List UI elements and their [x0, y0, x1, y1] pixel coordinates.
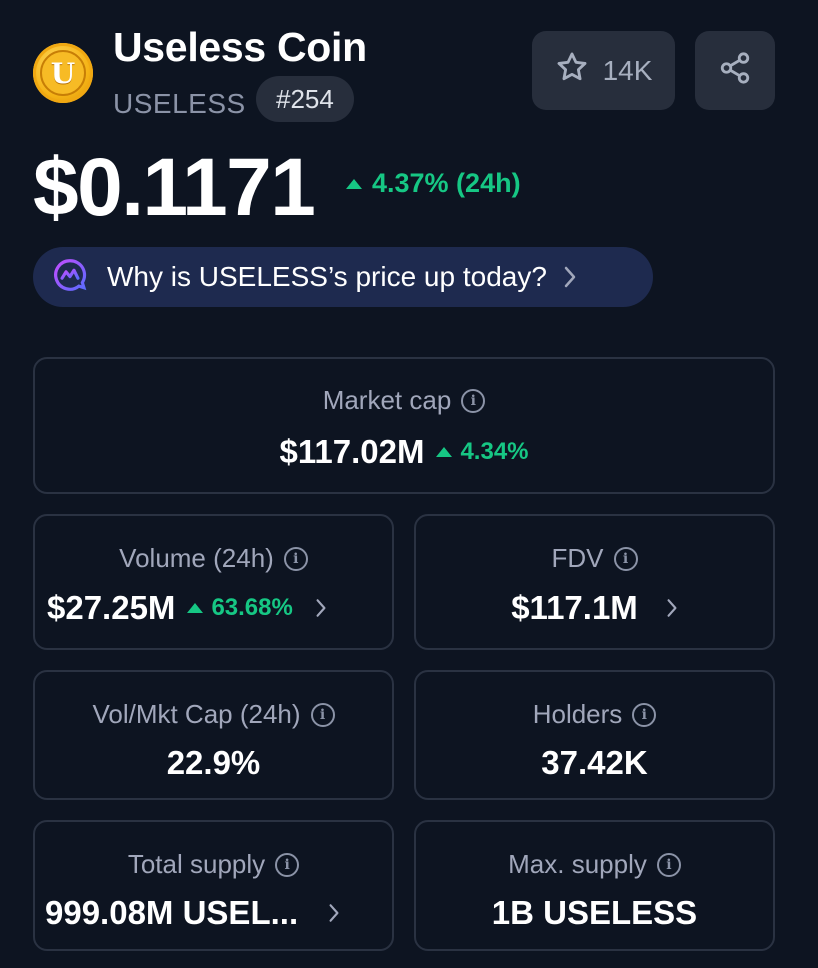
- share-icon: [718, 51, 752, 90]
- max-supply-card: Max. supply i 1B USELESS: [414, 820, 775, 951]
- volume-card[interactable]: Volume (24h) i $27.25M 63.68%: [33, 514, 394, 650]
- rank-badge: #254: [256, 76, 354, 122]
- vol-mkt-cap-label-row: Vol/Mkt Cap (24h) i: [35, 699, 392, 730]
- vol-mkt-cap-value: 22.9%: [166, 744, 261, 781]
- market-cap-label-row: Market cap i: [35, 385, 773, 416]
- vol-mkt-cap-label: Vol/Mkt Cap (24h): [92, 699, 301, 729]
- market-cap-value-row: $117.02M 4.34%: [35, 433, 773, 471]
- volume-label-row: Volume (24h) i: [35, 543, 392, 574]
- ai-insight-icon: [51, 256, 89, 299]
- max-supply-label-row: Max. supply i: [416, 849, 773, 880]
- chevron-right-icon: [666, 597, 678, 619]
- watchlist-count: 14K: [602, 54, 653, 86]
- current-price: $0.1171: [33, 142, 316, 233]
- holders-value-row: 37.42K: [416, 744, 773, 782]
- price-insight-button[interactable]: Why is USELESS’s price up today?: [33, 247, 653, 307]
- vol-mkt-cap-value-row: 22.9%: [35, 744, 392, 782]
- watchlist-button[interactable]: 14K: [532, 31, 675, 110]
- fdv-card[interactable]: FDV i $117.1M: [414, 514, 775, 650]
- volume-value-row: $27.25M 63.68%: [35, 589, 392, 627]
- holders-label: Holders: [532, 699, 623, 729]
- chevron-right-icon: [315, 597, 327, 619]
- market-cap-value: $117.02M: [279, 433, 425, 470]
- fdv-label-row: FDV i: [416, 543, 773, 574]
- coin-logo: U: [33, 43, 93, 103]
- info-icon[interactable]: i: [613, 546, 638, 571]
- caret-up-icon: [346, 178, 362, 189]
- vol-mkt-cap-card: Vol/Mkt Cap (24h) i 22.9%: [33, 670, 394, 800]
- fdv-value: $117.1M: [511, 589, 638, 626]
- market-cap-change: 4.34%: [436, 438, 529, 466]
- share-button[interactable]: [695, 31, 775, 110]
- total-supply-card[interactable]: Total supply i 999.08M USEL...: [33, 820, 394, 951]
- max-supply-value: 1B USELESS: [491, 894, 698, 931]
- total-supply-value-row: 999.08M USEL...: [35, 894, 392, 932]
- caret-up-icon: [436, 447, 453, 457]
- max-supply-label: Max. supply: [508, 849, 647, 879]
- info-icon[interactable]: i: [656, 852, 681, 877]
- coin-logo-ring: U: [40, 50, 86, 96]
- coin-logo-letter: U: [50, 56, 76, 90]
- chevron-right-icon: [563, 265, 577, 289]
- holders-label-row: Holders i: [416, 699, 773, 730]
- star-icon: [555, 50, 589, 91]
- fdv-value-row: $117.1M: [416, 589, 773, 627]
- total-supply-label: Total supply: [127, 849, 266, 879]
- max-supply-value-row: 1B USELESS: [416, 894, 773, 932]
- price-insight-text: Why is USELESS’s price up today?: [107, 261, 547, 292]
- price-change-24h: 4.37% (24h): [346, 168, 521, 199]
- total-supply-label-row: Total supply i: [35, 849, 392, 880]
- coin-symbol: USELESS: [113, 88, 246, 119]
- holders-card: Holders i 37.42K: [414, 670, 775, 800]
- total-supply-value: 999.08M USEL...: [45, 894, 299, 931]
- volume-change-value: 63.68%: [211, 594, 293, 621]
- coin-name: Useless Coin: [113, 24, 367, 70]
- market-cap-change-value: 4.34%: [460, 438, 529, 465]
- volume-label: Volume (24h): [119, 543, 274, 573]
- market-cap-card: Market cap i $117.02M 4.34%: [33, 357, 775, 494]
- volume-change: 63.68%: [187, 594, 293, 622]
- info-icon[interactable]: i: [310, 702, 335, 727]
- info-icon[interactable]: i: [275, 852, 300, 877]
- holders-value: 37.42K: [541, 744, 648, 781]
- market-cap-label: Market cap: [322, 385, 452, 415]
- price-change-value: 4.37% (24h): [372, 168, 521, 198]
- volume-value: $27.25M: [47, 589, 176, 626]
- info-icon[interactable]: i: [461, 388, 486, 413]
- chevron-right-icon: [328, 902, 340, 924]
- fdv-label: FDV: [551, 543, 604, 573]
- info-icon[interactable]: i: [283, 546, 308, 571]
- caret-up-icon: [187, 603, 204, 613]
- info-icon[interactable]: i: [632, 702, 657, 727]
